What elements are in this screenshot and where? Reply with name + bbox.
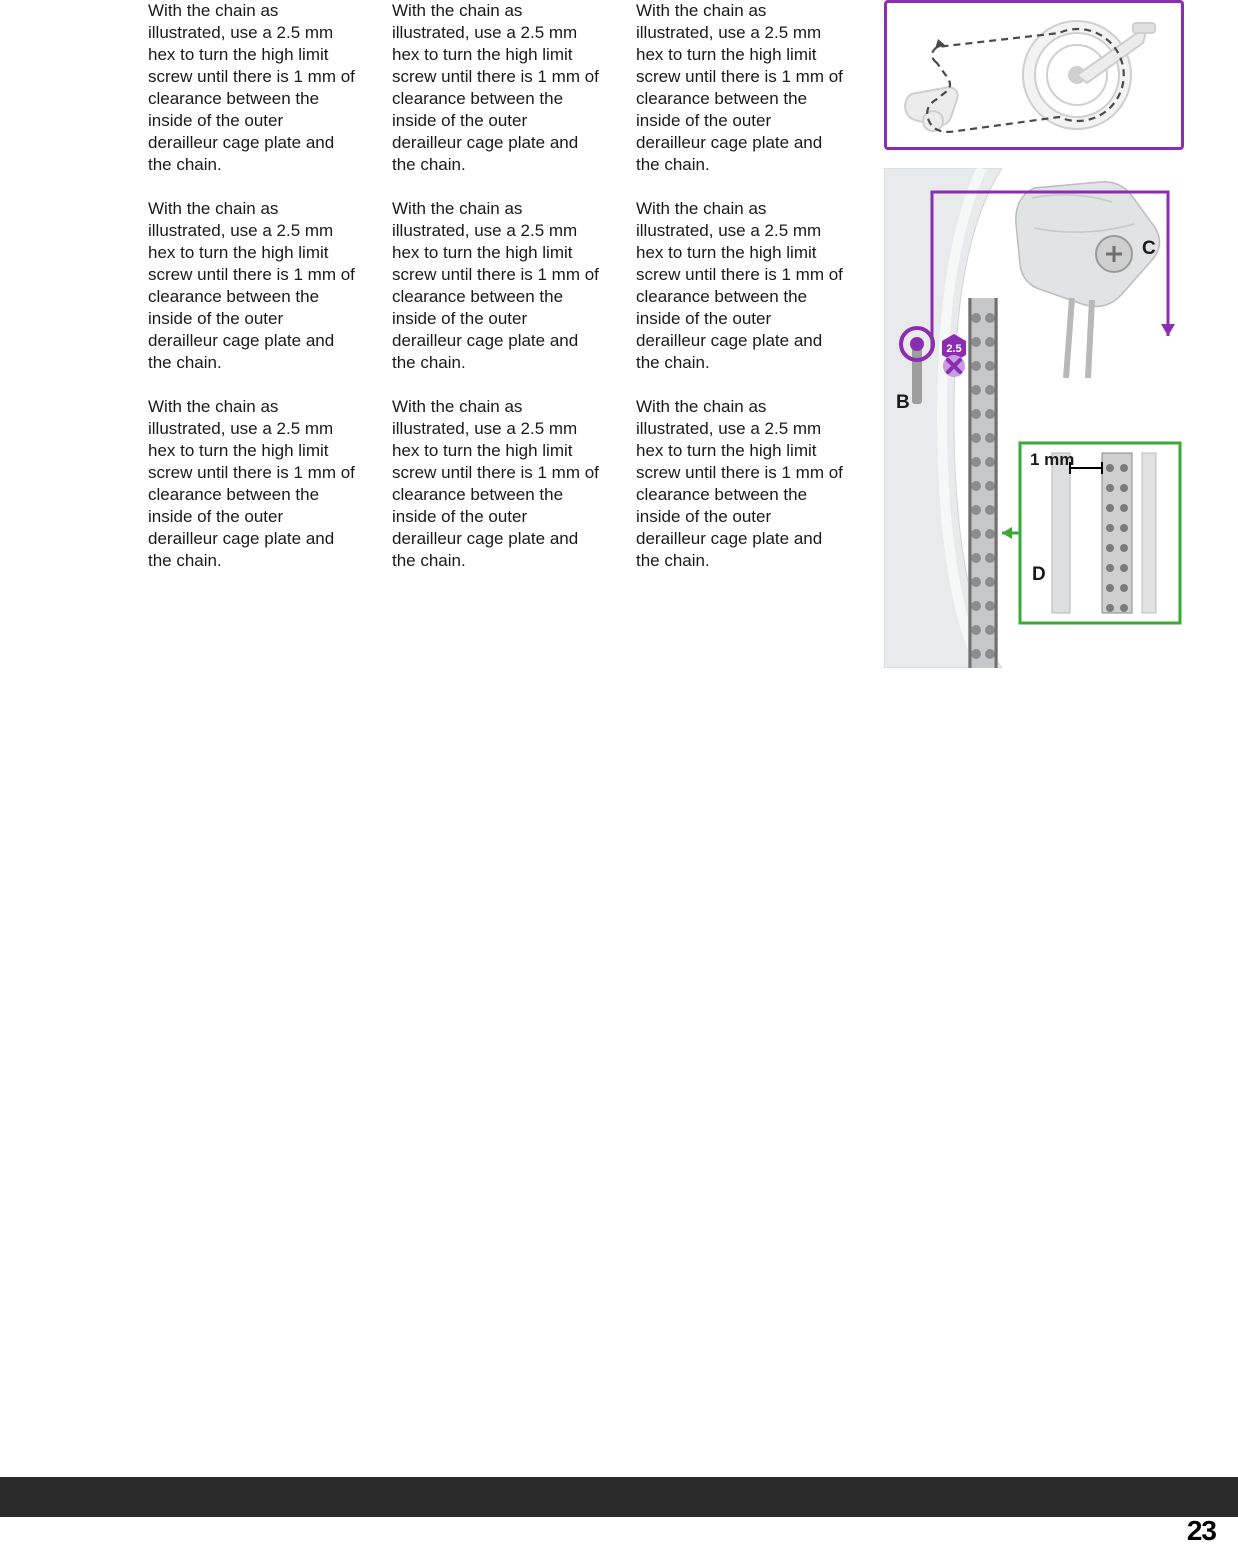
instruction-paragraph: With the chain as illustrated, use a 2.5…: [636, 0, 845, 176]
crankset-diagram-icon: [887, 3, 1181, 147]
manual-page: With the chain as illustrated, use a 2.5…: [0, 0, 1238, 1555]
text-column-3: With the chain as illustrated, use a 2.5…: [636, 0, 845, 594]
instruction-paragraph: With the chain as illustrated, use a 2.5…: [148, 0, 357, 176]
instruction-paragraph: With the chain as illustrated, use a 2.5…: [636, 396, 845, 572]
callout-label-b: B: [896, 392, 910, 414]
callout-label-d: D: [1032, 564, 1046, 586]
chain-icon: [968, 298, 998, 668]
instruction-paragraph: With the chain as illustrated, use a 2.5…: [392, 0, 601, 176]
text-column-2: With the chain as illustrated, use a 2.5…: [392, 0, 601, 594]
page-footer-bar: [0, 1477, 1238, 1517]
instruction-text-region: With the chain as illustrated, use a 2.5…: [148, 0, 845, 594]
instruction-paragraph: With the chain as illustrated, use a 2.5…: [148, 396, 357, 572]
page-number: 23: [1187, 1515, 1216, 1547]
text-column-1: With the chain as illustrated, use a 2.5…: [148, 0, 357, 594]
instruction-paragraph: With the chain as illustrated, use a 2.5…: [392, 198, 601, 374]
instruction-paragraph: With the chain as illustrated, use a 2.5…: [392, 396, 601, 572]
figure-column: 2.5: [884, 0, 1184, 668]
figure-crankset-chainpath: [884, 0, 1184, 150]
derailleur-diagram-icon: 2.5: [884, 168, 1184, 668]
callout-label-c: C: [1142, 238, 1156, 260]
instruction-paragraph: With the chain as illustrated, use a 2.5…: [148, 198, 357, 374]
figure-derailleur-closeup: 2.5: [884, 168, 1184, 668]
instruction-paragraph: With the chain as illustrated, use a 2.5…: [636, 198, 845, 374]
clearance-dimension-label: 1 mm: [1030, 450, 1074, 470]
clearance-inset: [1020, 443, 1180, 623]
svg-text:2.5: 2.5: [946, 343, 961, 355]
